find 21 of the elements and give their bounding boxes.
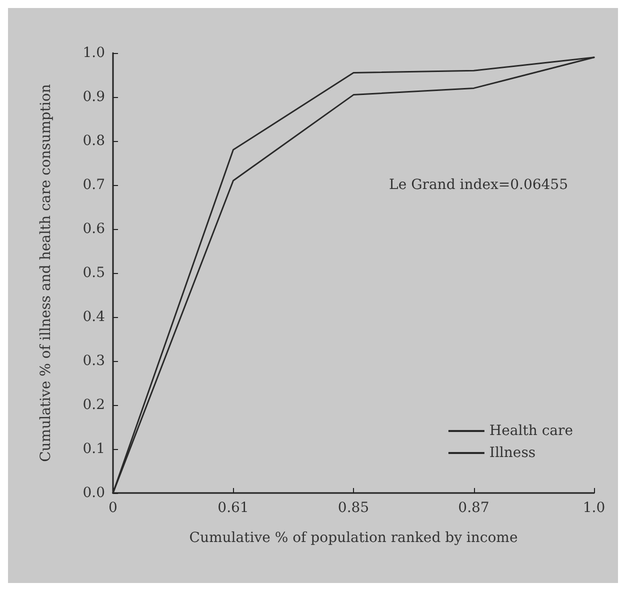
x-tick-label: 0.85 [338,500,370,516]
y-tick-label: 0.4 [82,309,106,325]
y-tick-label: 1.0 [82,45,105,61]
x-tick-label: 0.61 [218,500,249,516]
y-tick-label: 0.2 [82,397,105,413]
y-axis-title: Cumulative % of illness and health care consumption [38,84,54,462]
y-tick-label: 0.7 [82,177,105,193]
y-tick-label: 0.5 [82,265,105,281]
y-tick-label: 0.0 [82,485,105,501]
y-tick-label: 0.3 [82,353,105,369]
y-tick-label: 0.8 [82,133,105,149]
x-tick-label: 0.87 [458,500,490,516]
legend-label: Health care [489,423,573,439]
y-tick-label: 0.1 [82,441,105,457]
annotation: Le Grand index=0.06455 [389,177,568,193]
x-tick-label: 0 [108,500,118,516]
y-tick-label: 0.9 [82,89,105,105]
y-tick-label: 0.6 [82,221,106,237]
x-tick-label: 1.0 [582,500,606,516]
x-axis-title: Cumulative % of population ranked by income [189,530,518,546]
legend-label: Illness [489,445,536,461]
